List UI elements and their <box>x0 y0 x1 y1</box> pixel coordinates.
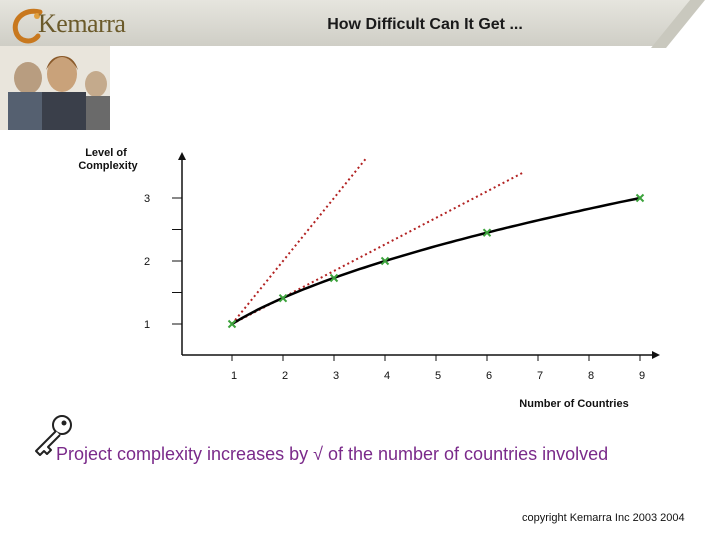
slide-title: How Difficult Can It Get ... <box>327 16 523 33</box>
data-point-marker <box>635 193 645 203</box>
slide-header <box>0 0 720 130</box>
sqrt-curve-line <box>231 196 641 326</box>
header-band <box>0 0 690 46</box>
x-tick-label: 2 <box>282 370 288 382</box>
y-tick-label: 2 <box>144 256 150 268</box>
logo-text: Kemarra <box>38 9 126 38</box>
people-photo <box>0 46 110 130</box>
plot-layer: 1 2 3 1 2 3 4 5 6 7 8 9 Level of Complexity Number of … <box>78 147 660 410</box>
logo-swirl-icon <box>12 8 43 44</box>
caption-text: Project complexity increases by √ of the… <box>56 444 609 464</box>
x-tick-label: 1 <box>231 370 237 382</box>
data-point-marker <box>278 293 288 303</box>
y-axis-title: Level of Complexity <box>78 147 138 172</box>
header-accent-bar <box>651 0 705 48</box>
y-axis-arrow <box>178 152 186 160</box>
x-axis-arrow <box>652 351 660 359</box>
data-point-marker <box>482 228 492 237</box>
y-tick-label: 1 <box>144 319 150 331</box>
x-tick-label: 9 <box>639 370 645 382</box>
x-tick-label: 5 <box>435 370 441 382</box>
key-icon <box>35 415 72 456</box>
caption-row: Project complexity increases by √ of the… <box>30 413 720 464</box>
data-point-marker <box>329 273 339 283</box>
y-tick-label: 3 <box>144 193 150 205</box>
kemarra-logo <box>10 6 130 46</box>
x-tick-label: 8 <box>588 370 594 382</box>
x-axis-title: Number of Countries <box>519 398 628 410</box>
header-graphic <box>0 0 705 130</box>
x-tick-label: 7 <box>537 370 543 382</box>
x-tick-label: 6 <box>486 370 492 382</box>
dotted-reference-line <box>231 156 368 325</box>
x-tick-label: 4 <box>384 370 390 382</box>
data-point-marker <box>227 319 237 329</box>
data-point-marker <box>380 256 390 266</box>
x-tick-label: 3 <box>333 370 339 382</box>
copyright-text: copyright Kemarra Inc 2003 2004 <box>522 512 685 524</box>
